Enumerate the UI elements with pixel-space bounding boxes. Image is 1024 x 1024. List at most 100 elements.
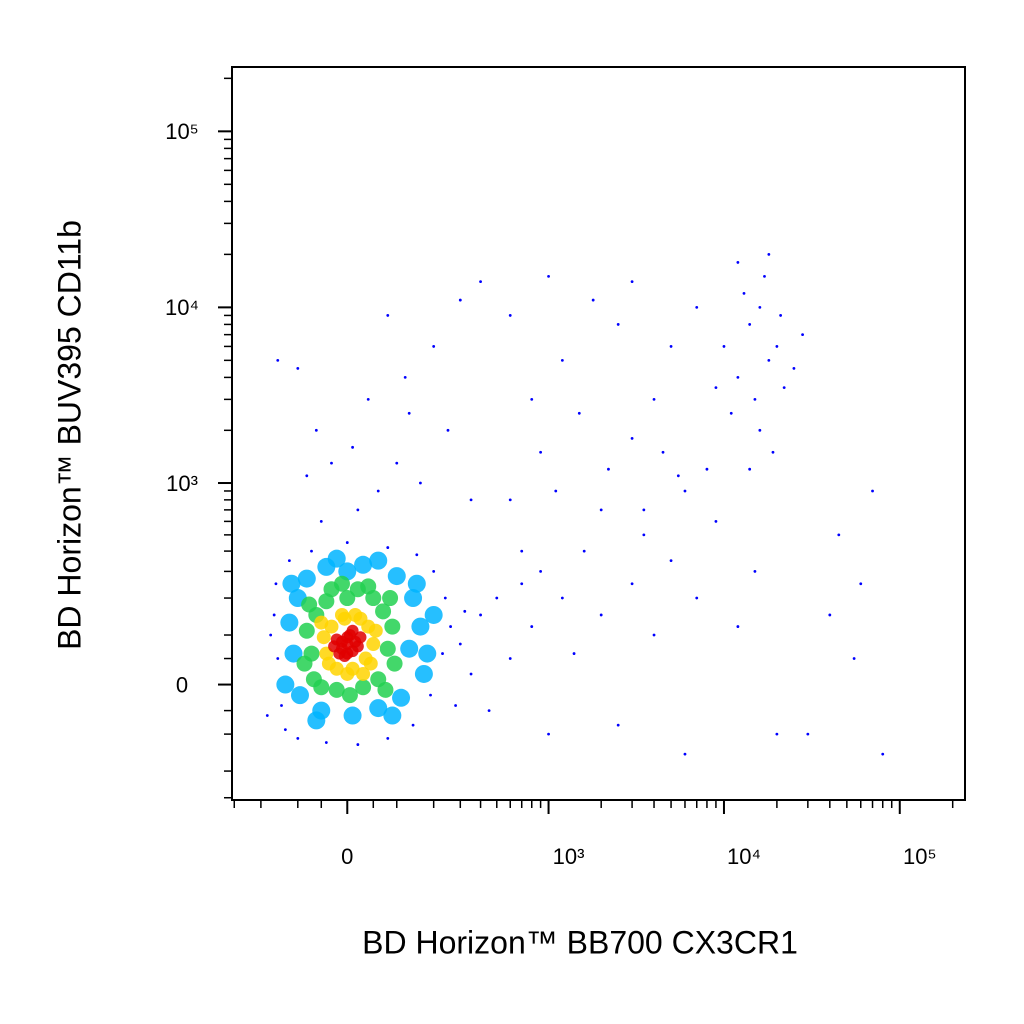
data-point — [351, 640, 364, 653]
x-tick-label: 10⁴ — [727, 844, 761, 869]
data-point — [319, 519, 323, 523]
data-point — [458, 642, 462, 646]
data-point — [377, 681, 394, 698]
data-point — [314, 428, 318, 432]
data-point — [296, 737, 300, 740]
y-tick-label: 10⁴ — [165, 295, 199, 320]
data-point — [346, 624, 359, 637]
data-point — [366, 637, 381, 652]
data-point — [407, 574, 426, 593]
data-point — [363, 656, 378, 671]
y-tick-label: 10⁵ — [165, 119, 199, 144]
data-point — [282, 574, 301, 593]
data-point — [411, 723, 415, 727]
data-point — [369, 699, 388, 718]
plot-frame — [231, 66, 966, 801]
data-point — [495, 596, 499, 600]
data-point — [530, 625, 534, 628]
data-point — [742, 292, 746, 295]
data-point — [419, 481, 422, 485]
data-point — [414, 664, 433, 683]
data-point — [792, 367, 796, 370]
data-point — [376, 489, 380, 493]
data-point — [577, 411, 581, 415]
data-point — [630, 582, 634, 586]
data-point — [779, 314, 783, 317]
data-point — [616, 723, 620, 727]
data-point — [335, 635, 348, 648]
data-point — [441, 652, 444, 655]
data-point — [384, 618, 401, 635]
data-point — [328, 681, 345, 698]
data-point — [736, 376, 740, 379]
data-point — [383, 706, 402, 725]
x-tick-label: 0 — [341, 844, 353, 869]
data-point — [443, 596, 447, 600]
data-point — [736, 625, 740, 628]
data-point — [340, 666, 355, 681]
data-point — [379, 640, 396, 657]
data-point — [782, 386, 786, 390]
data-point — [316, 630, 331, 645]
data-point — [676, 474, 680, 478]
data-point — [714, 519, 718, 523]
data-point — [852, 657, 856, 660]
data-point — [369, 551, 388, 570]
data-point — [283, 728, 287, 732]
data-point — [560, 596, 564, 600]
data-point — [520, 549, 524, 553]
data-point — [418, 644, 437, 663]
data-point — [669, 559, 673, 563]
data-point — [298, 622, 315, 639]
data-point — [599, 508, 603, 512]
data-point — [404, 589, 423, 608]
data-point — [432, 345, 436, 348]
data-point — [582, 549, 586, 553]
data-point — [296, 367, 300, 370]
data-point — [695, 305, 699, 309]
data-point — [616, 323, 620, 326]
data-point — [321, 656, 336, 671]
data-point — [345, 541, 349, 544]
data-point — [280, 613, 299, 632]
data-point — [763, 274, 766, 278]
data-point — [429, 693, 432, 697]
data-point — [360, 578, 377, 595]
data-point — [355, 679, 372, 696]
data-point — [520, 582, 524, 586]
data-point — [683, 752, 687, 756]
data-point — [375, 603, 392, 620]
data-point — [479, 613, 482, 617]
data-point — [463, 609, 467, 613]
data-point — [276, 657, 280, 660]
x-tick-label: 10³ — [553, 844, 585, 869]
data-point — [758, 305, 762, 309]
data-point — [487, 709, 491, 713]
data-point — [771, 450, 775, 454]
data-point — [642, 533, 646, 537]
data-point — [324, 741, 328, 744]
data-point — [669, 345, 673, 348]
data-point — [560, 358, 564, 362]
data-point — [722, 345, 726, 348]
data-point — [572, 652, 576, 655]
data-point — [265, 714, 269, 717]
data-point — [400, 639, 419, 658]
data-point — [642, 508, 646, 512]
data-point — [753, 397, 757, 401]
data-point — [705, 467, 709, 471]
data-point — [301, 596, 318, 613]
data-point — [307, 711, 326, 730]
data-point — [339, 590, 356, 607]
data-point — [368, 623, 383, 638]
data-point — [801, 333, 804, 337]
data-point — [280, 704, 283, 707]
data-point — [341, 687, 358, 704]
data-point — [748, 323, 752, 326]
data-point — [767, 358, 771, 362]
data-point — [828, 613, 832, 617]
data-point — [386, 546, 390, 549]
data-point — [272, 613, 276, 617]
data-point — [714, 386, 718, 390]
data-point — [432, 569, 436, 573]
